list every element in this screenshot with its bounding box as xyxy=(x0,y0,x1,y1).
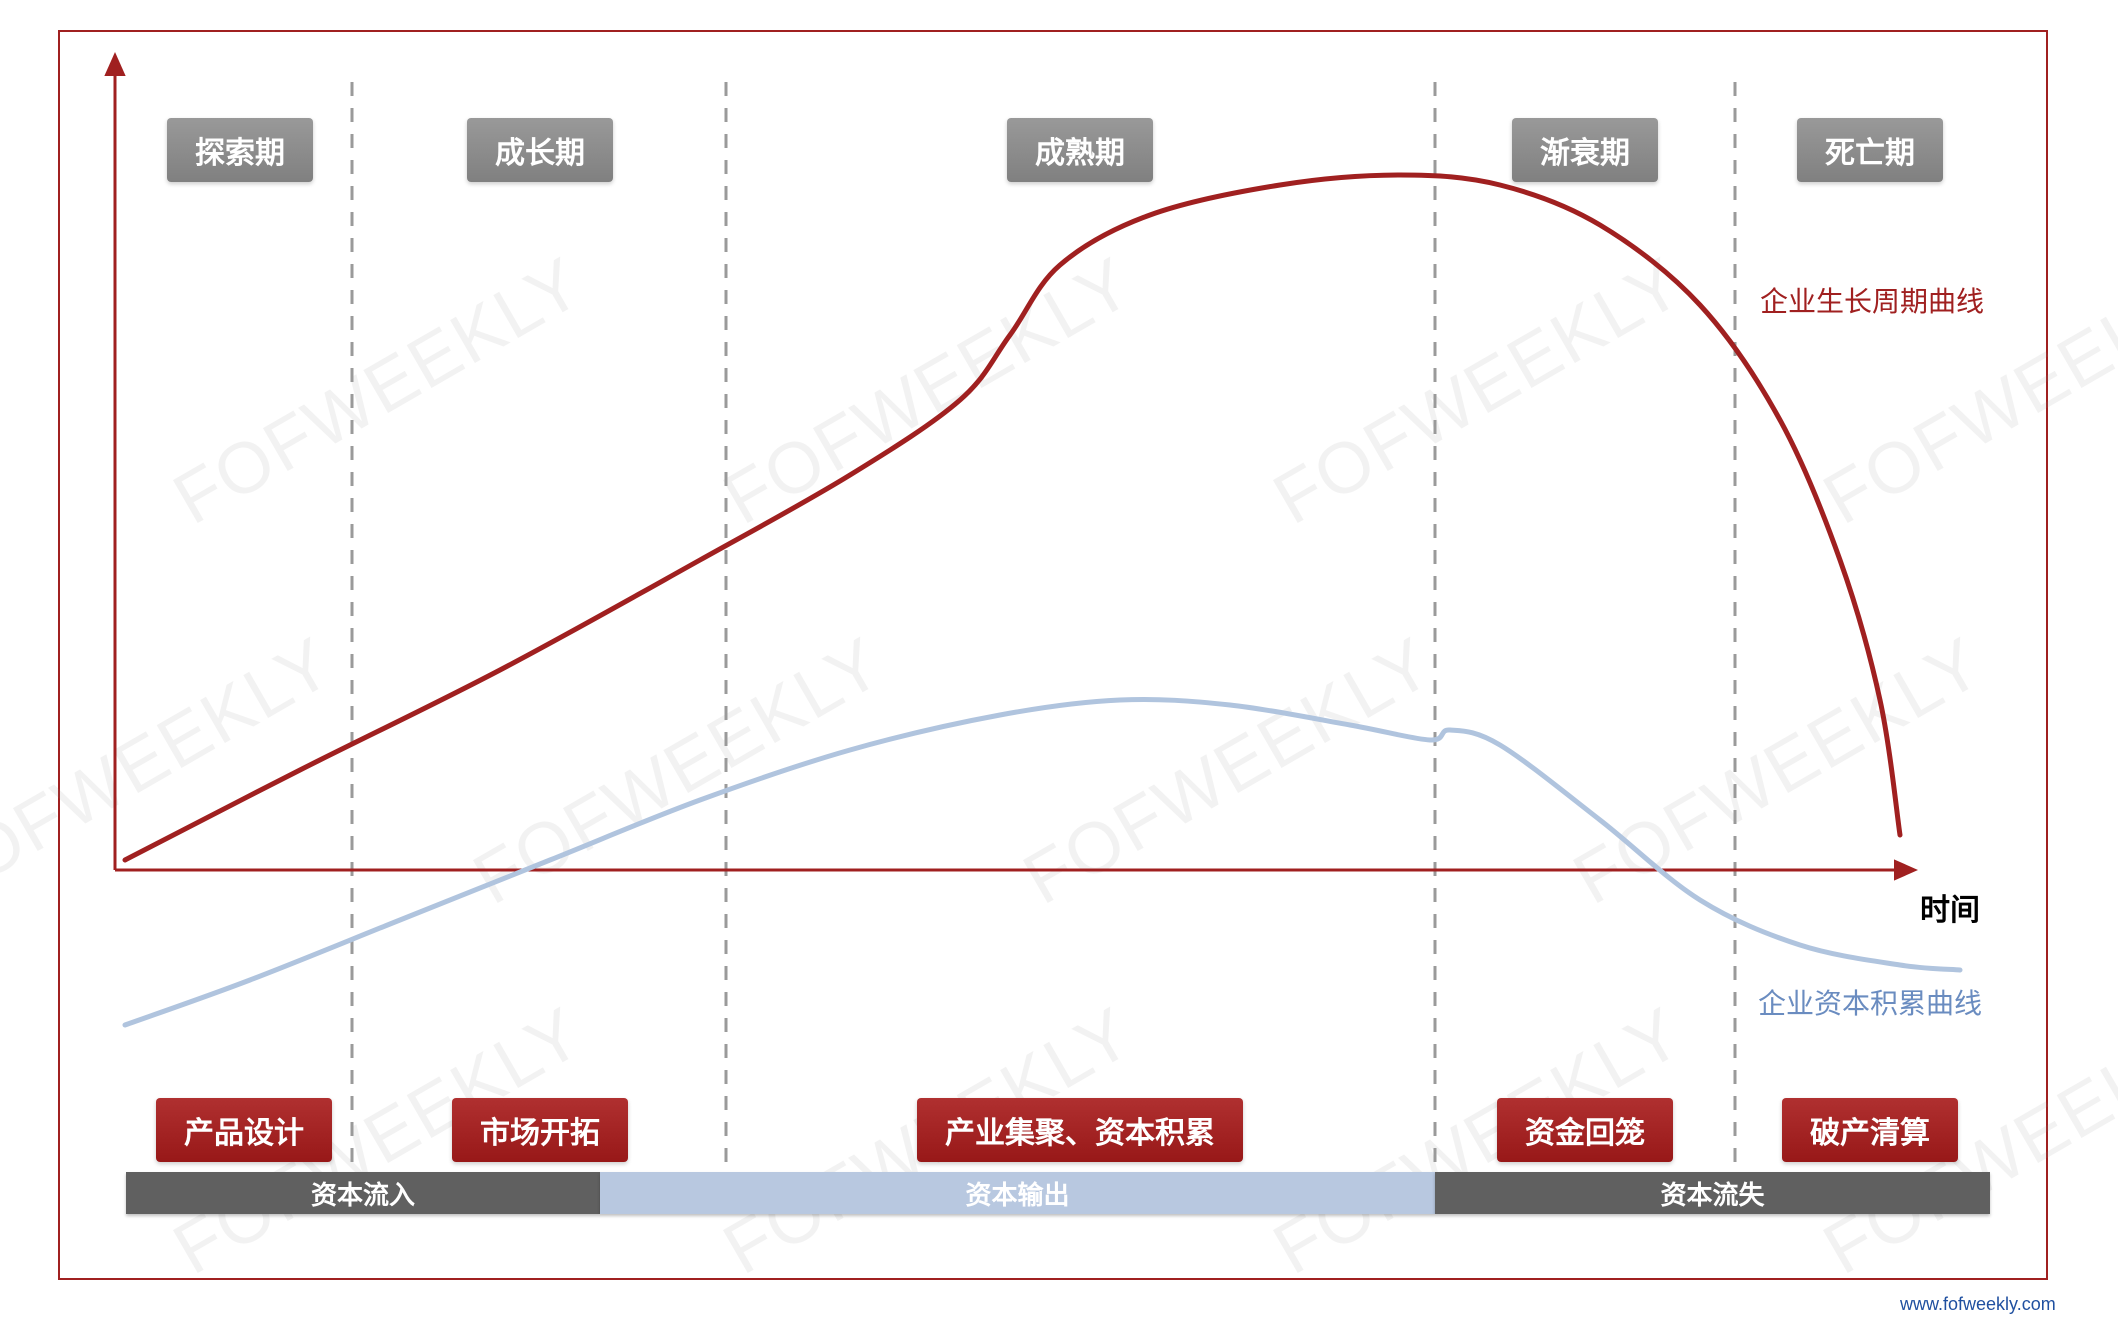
x-axis-label: 时间 xyxy=(1920,885,1980,929)
activity-label: 产品设计 xyxy=(156,1098,332,1162)
phase-label: 死亡期 xyxy=(1797,118,1943,182)
phase-label: 成熟期 xyxy=(1007,118,1153,182)
activity-label: 资金回笼 xyxy=(1497,1098,1673,1162)
capital-curve-label: 企业资本积累曲线 xyxy=(1758,982,1982,1022)
activity-label: 产业集聚、资本积累 xyxy=(917,1098,1243,1162)
phase-label: 渐衰期 xyxy=(1512,118,1658,182)
phase-label: 探索期 xyxy=(167,118,313,182)
phase-label: 成长期 xyxy=(467,118,613,182)
footer-link: www.fofweekly.com xyxy=(1900,1294,2056,1315)
capital-bar-segment: 资本流入 xyxy=(126,1172,600,1214)
capital-bar-segment: 资本输出 xyxy=(600,1172,1435,1214)
activity-label: 市场开拓 xyxy=(452,1098,628,1162)
lifecycle-curve-label: 企业生长周期曲线 xyxy=(1760,280,1984,320)
capital-bar-segment: 资本流失 xyxy=(1435,1172,1990,1214)
activity-label: 破产清算 xyxy=(1782,1098,1958,1162)
